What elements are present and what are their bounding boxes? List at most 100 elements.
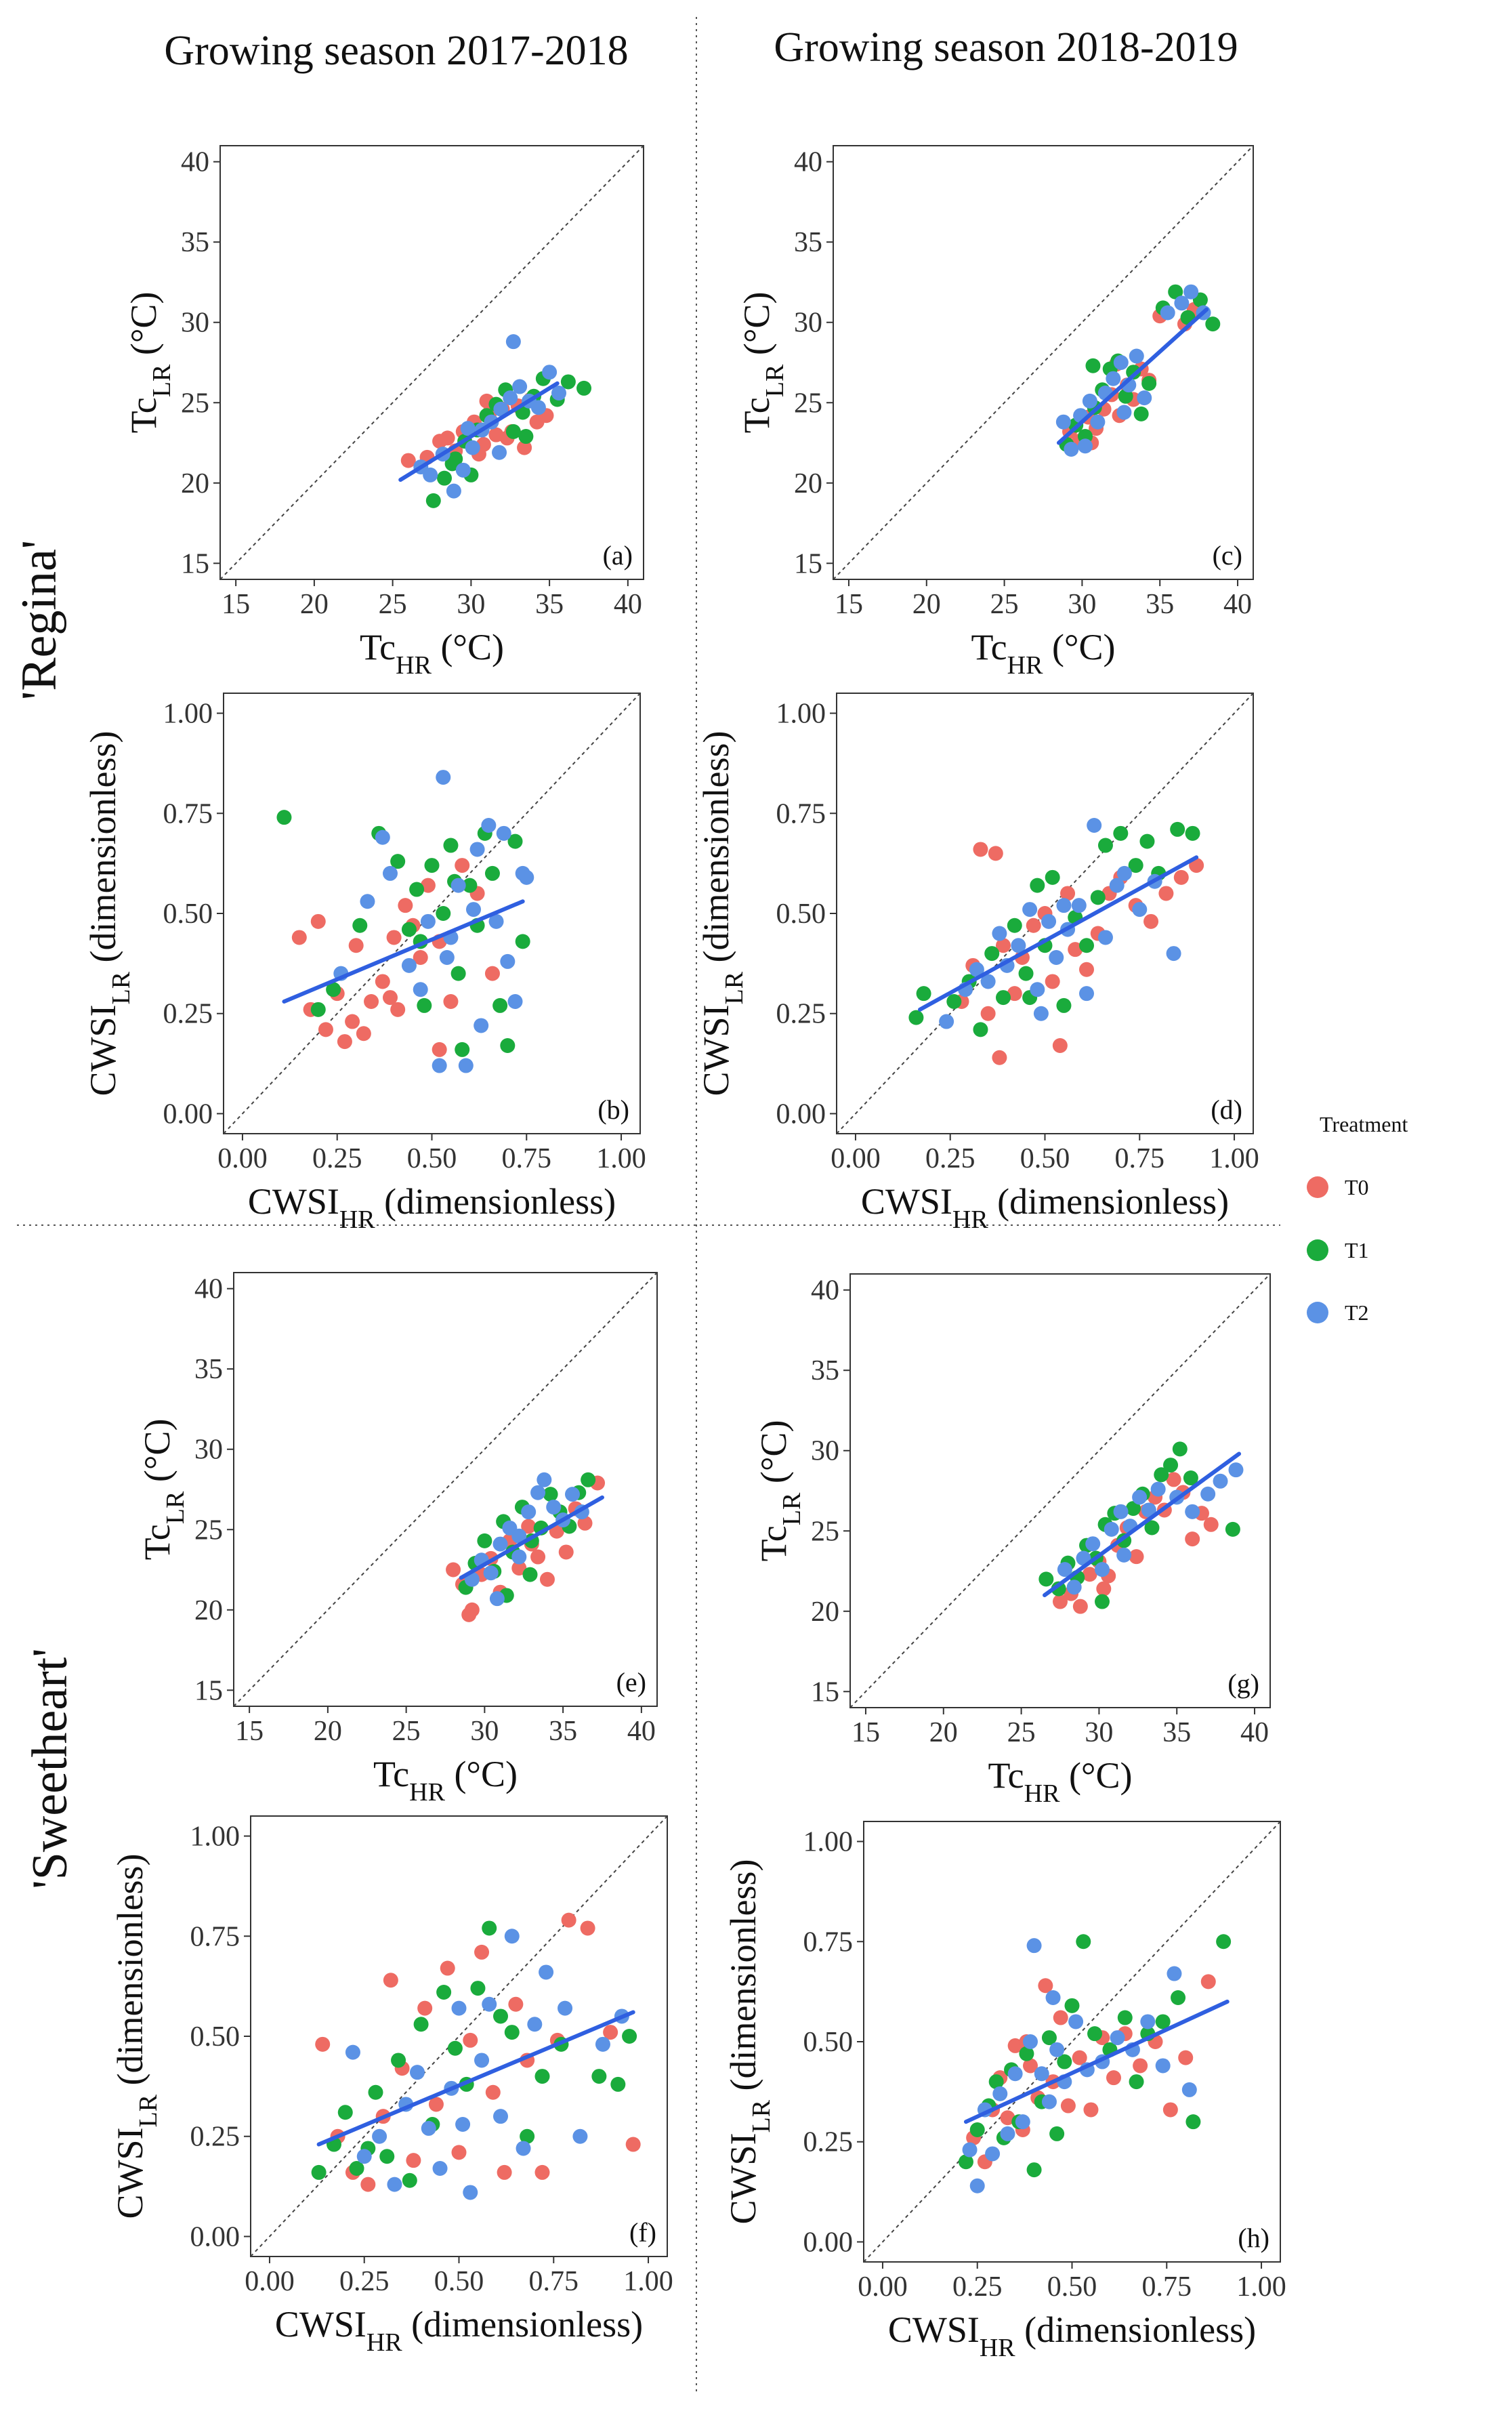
point-t1 (988, 2074, 1004, 2090)
x-tick-label: 1.00 (596, 1143, 646, 1174)
panel-label: (f) (629, 2217, 656, 2248)
point-t1 (1057, 2054, 1072, 2069)
point-t0 (603, 2025, 618, 2040)
point-t1 (1007, 918, 1022, 933)
point-t1 (492, 997, 508, 1013)
point-t1 (507, 833, 523, 849)
point-t1 (368, 2084, 383, 2100)
point-t2 (1116, 1547, 1132, 1563)
panel-label: (d) (1211, 1094, 1242, 1125)
point-t0 (383, 1973, 398, 1988)
point-t2 (1085, 1536, 1101, 1552)
point-t1 (1056, 997, 1072, 1013)
point-t1 (402, 2172, 417, 2188)
x-tick-label: 35 (1146, 589, 1174, 620)
y-tick-label: 15 (794, 548, 822, 579)
point-t2 (1150, 1481, 1166, 1497)
point-t2 (503, 390, 518, 406)
point-t2 (1200, 1486, 1216, 1502)
regression-line (1043, 1451, 1242, 1598)
point-t2 (1022, 902, 1038, 918)
plot-frame (250, 1815, 668, 2257)
point-t0 (420, 878, 436, 893)
point-t0 (1007, 2038, 1023, 2053)
x-tick-label: 30 (1068, 589, 1096, 620)
legend-label-t2: T2 (1345, 1300, 1369, 1325)
point-t0 (1000, 2110, 1015, 2126)
identity-line (850, 1274, 1270, 1708)
regression-line (918, 855, 1199, 1012)
y-tick-label: 20 (794, 468, 822, 499)
x-tick-label: 0.75 (529, 2266, 579, 2297)
point-t0 (291, 930, 307, 945)
y-axis-label: CWSILR (dimensionless) (696, 730, 749, 1096)
point-t2 (1007, 2066, 1023, 2082)
point-t1 (484, 865, 500, 881)
point-t0 (345, 1014, 360, 1029)
point-t1 (518, 429, 534, 445)
point-t1 (470, 1981, 486, 1996)
point-t2 (1213, 1473, 1228, 1489)
x-tick-label: 0.50 (1047, 2271, 1097, 2303)
point-t2 (1068, 2014, 1084, 2029)
point-t2 (1066, 1580, 1082, 1595)
y-tick-label: 40 (194, 1274, 223, 1305)
legend-label-t1: T1 (1345, 1238, 1369, 1262)
regression-line (963, 1999, 1230, 2124)
point-t1 (1168, 284, 1183, 300)
point-t1 (1171, 1990, 1186, 2005)
point-t1 (543, 1487, 558, 1502)
point-t0 (530, 1549, 546, 1565)
x-tick-label: 0.25 (925, 1143, 975, 1174)
y-tick-label: 20 (181, 468, 209, 499)
point-t0 (1082, 1567, 1097, 1582)
y-tick-label: 1.00 (776, 699, 826, 730)
panel-c: 15 15 20 20 25 25 30 30 35 35 40 40 TcHR (°C) TcLR (°… (736, 145, 1254, 680)
point-t1 (1129, 2074, 1144, 2090)
y-tick-label: 40 (811, 1275, 839, 1306)
point-t0 (386, 930, 402, 945)
point-t2 (1045, 1990, 1061, 2005)
point-t1 (1087, 2026, 1103, 2042)
point-t0 (1026, 918, 1041, 933)
regression-line (316, 2010, 635, 2147)
point-t0 (497, 2164, 512, 2180)
point-t1 (1128, 858, 1143, 873)
point-t2 (460, 421, 476, 436)
x-tick-label: 1.00 (1236, 2271, 1286, 2303)
x-tick-label: 0.25 (312, 1143, 362, 1174)
point-t2 (530, 400, 546, 415)
point-t2 (375, 829, 390, 845)
y-axis-label: CWSILR (dimensionless) (83, 730, 135, 1096)
point-t2 (482, 1996, 497, 2012)
point-t1 (1090, 890, 1106, 905)
point-t2 (356, 2149, 372, 2164)
point-t1 (310, 1002, 326, 1017)
x-tick-label: 30 (470, 1716, 499, 1747)
point-t0 (1143, 913, 1159, 929)
y-tick-label: 1.00 (190, 1821, 240, 1853)
x-axis-label: TcHR (°C) (360, 627, 504, 680)
point-t1 (1172, 1441, 1188, 1457)
point-t0 (1173, 869, 1189, 885)
point-t2 (420, 913, 436, 929)
point-t2 (466, 902, 481, 918)
x-tick-label: 0.00 (245, 2266, 295, 2297)
panel-g: 15 15 20 20 25 25 30 30 35 35 40 40 TcHR (°C) TcLR (°… (753, 1273, 1271, 1808)
point-t2 (1113, 355, 1129, 370)
plot-area (220, 146, 644, 579)
point-t2 (939, 1014, 954, 1029)
x-tick-label: 0.00 (217, 1143, 268, 1174)
point-t1 (1030, 878, 1045, 893)
point-t1 (1045, 869, 1060, 885)
point-t2 (1033, 1006, 1049, 1021)
legend-title: Treatment (1320, 1112, 1408, 1136)
x-tick-label: 1.00 (623, 2266, 673, 2297)
plot-area (224, 693, 640, 1134)
point-t2 (458, 1058, 474, 1073)
regression-line (398, 381, 560, 482)
regression-line (459, 1495, 604, 1580)
point-t2 (446, 483, 461, 499)
point-t2 (1079, 986, 1094, 1002)
x-tick-label: 0.25 (952, 2271, 1003, 2303)
